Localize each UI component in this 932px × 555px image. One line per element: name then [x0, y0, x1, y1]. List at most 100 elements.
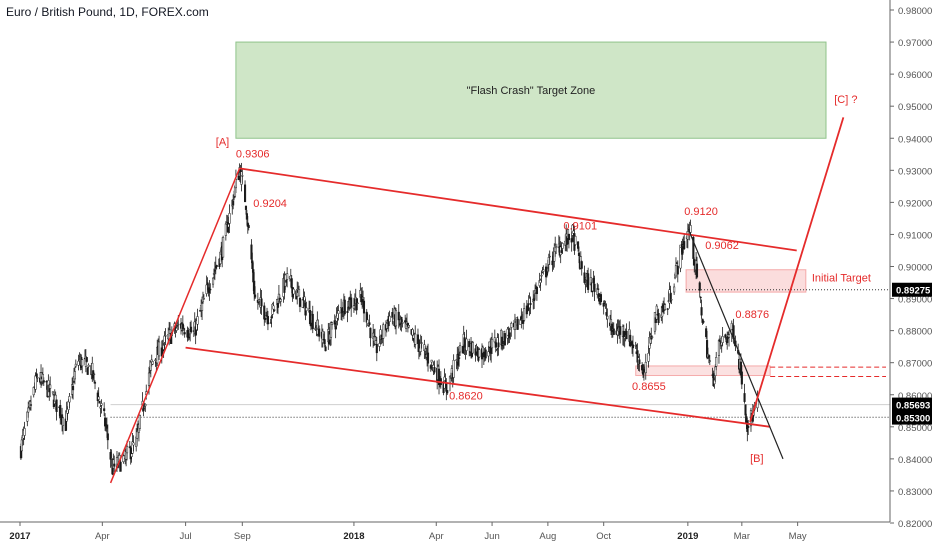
candle: [651, 335, 654, 340]
x-tick-label: 2019: [677, 531, 698, 542]
price-tag-label: 0.85300: [896, 414, 930, 425]
candle: [228, 204, 231, 234]
candle-body: [679, 244, 682, 269]
candle-body: [158, 341, 161, 357]
candle-body: [375, 343, 378, 354]
candle-body: [113, 463, 116, 467]
candle-body: [42, 380, 45, 383]
y-tick-label: 0.83000: [898, 487, 932, 498]
candle-body: [323, 339, 326, 345]
channel-lower-line: [185, 346, 771, 428]
candle-body: [147, 372, 151, 386]
y-tick-label: 0.90000: [898, 263, 932, 274]
candle: [414, 325, 417, 349]
annotation-label: 0.8620: [449, 391, 483, 403]
candle-body: [177, 323, 180, 326]
y-tick-label: 0.87000: [898, 359, 932, 370]
candle-body: [183, 332, 186, 335]
x-tick-label: 2018: [343, 531, 364, 542]
candle-body: [388, 315, 391, 322]
x-tick-label: May: [789, 531, 807, 542]
candle-body: [744, 404, 747, 416]
candle-body: [81, 359, 84, 367]
candle-body: [663, 304, 667, 310]
candle: [330, 321, 334, 330]
candle: [211, 277, 215, 288]
price-tag-label: 0.85693: [896, 401, 930, 412]
candle: [726, 331, 729, 350]
candle: [356, 298, 359, 304]
candle-body: [324, 346, 327, 352]
candle: [471, 340, 474, 354]
candle: [542, 265, 545, 275]
candle: [487, 345, 490, 363]
x-tick-label: Oct: [596, 531, 611, 542]
candle-body: [478, 349, 481, 358]
candle: [254, 286, 257, 300]
annotation-label: 0.9306: [236, 148, 270, 160]
candle-body: [651, 336, 654, 338]
candle: [491, 332, 494, 355]
downtrend-line: [687, 227, 784, 460]
candle: [324, 344, 327, 352]
candle: [740, 365, 743, 390]
candle: [717, 338, 721, 364]
candle-body: [190, 326, 193, 333]
candle-body: [593, 283, 596, 293]
candle-body: [168, 329, 172, 334]
candle: [241, 168, 244, 184]
candle-body: [343, 299, 346, 315]
candle: [401, 319, 404, 328]
candle: [612, 322, 615, 335]
candle-body: [73, 371, 76, 380]
candle: [503, 330, 506, 346]
candle-body: [330, 322, 334, 326]
candle-body: [247, 225, 250, 229]
candle-body: [201, 303, 204, 311]
target-zone-label: "Flash Crash" Target Zone: [467, 85, 596, 97]
candle: [368, 314, 371, 327]
candle: [311, 305, 314, 334]
candle: [201, 291, 205, 305]
candle-body: [445, 382, 448, 392]
candle: [593, 275, 596, 302]
candle-body: [206, 282, 209, 285]
candle-body: [401, 322, 404, 324]
x-tick-label: Apr: [95, 531, 110, 542]
candle-body: [503, 333, 506, 346]
candle: [244, 205, 248, 215]
initial-target-box: [685, 269, 807, 293]
candle-body: [430, 359, 433, 363]
candle-body: [540, 275, 543, 277]
candle-body: [407, 325, 410, 328]
candle-body: [232, 200, 235, 206]
candle: [679, 244, 682, 273]
candle-body: [211, 277, 215, 285]
candle-body: [297, 289, 301, 297]
candle: [631, 335, 635, 357]
candle-body: [228, 213, 231, 224]
y-tick-label: 0.86000: [898, 391, 932, 402]
y-tick-label: 0.84000: [898, 455, 932, 466]
candle: [215, 264, 218, 270]
candle-body: [702, 320, 705, 323]
candle: [29, 395, 33, 411]
candle-body: [458, 357, 461, 359]
candle: [673, 283, 676, 295]
candle: [721, 326, 724, 347]
candle: [394, 307, 398, 335]
x-tick-label: Aug: [539, 531, 556, 542]
candle-body: [36, 377, 39, 379]
candle: [708, 355, 711, 366]
candle: [337, 304, 340, 321]
candle-body: [587, 273, 590, 290]
candle-body: [397, 311, 400, 321]
y-tick-label: 0.89000: [898, 295, 932, 306]
candle-body: [743, 393, 746, 402]
candle-body: [119, 461, 122, 472]
candle: [388, 310, 391, 322]
candle-body: [491, 339, 494, 349]
candle-body: [290, 278, 293, 289]
